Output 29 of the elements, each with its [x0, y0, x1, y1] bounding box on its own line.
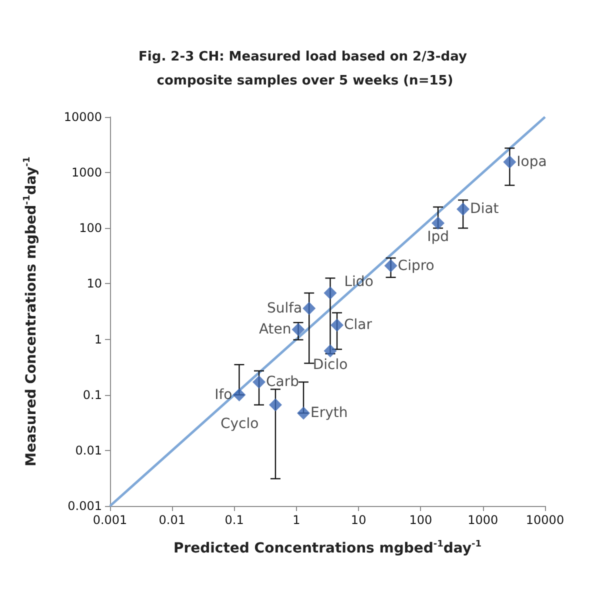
y-tick-label: 1: [94, 332, 102, 346]
x-tick-label: 10: [350, 513, 366, 527]
x-tick-label: 0.01: [158, 513, 186, 527]
annotation: Aten: [258, 322, 292, 338]
y-tick-label: 1000: [71, 166, 102, 180]
annotation: Diclo: [312, 356, 348, 373]
x-tick-label: 1: [292, 513, 300, 527]
annotation: Carb: [266, 374, 300, 390]
y-tick-label: 100: [79, 221, 102, 236]
annotation: Iopa: [516, 154, 547, 170]
chart-title: Fig. 2-3 CH: Measured load based on 2/3-day composite samples over 5 weeks (n=15): [138, 50, 472, 88]
annotation: Diat: [470, 201, 500, 218]
y-tick-label: 10000: [64, 110, 102, 124]
annotation: Cipro: [398, 258, 434, 274]
x-tick-label: 0.1: [224, 513, 244, 527]
annotation: Cyclo: [220, 416, 259, 432]
y-axis-title: Measured Concentrations mgbed-1day-1: [22, 156, 40, 466]
x-tick-label: 10000: [526, 513, 564, 527]
y-tick-label: 0.001: [68, 499, 102, 513]
y-tick-label: 10: [86, 276, 102, 291]
y-tick-label: 0.01: [75, 443, 102, 458]
annotation: Eryth: [310, 405, 348, 422]
x-tick-label: 100: [409, 513, 432, 527]
x-tick-label: 1000: [468, 513, 498, 527]
annotation: Sulfa: [266, 300, 302, 316]
y-tick-label: 0.1: [82, 388, 102, 402]
annotation: Ifo: [214, 386, 232, 403]
annotation: Clar: [344, 317, 372, 334]
annotation: Ipd: [427, 229, 449, 246]
